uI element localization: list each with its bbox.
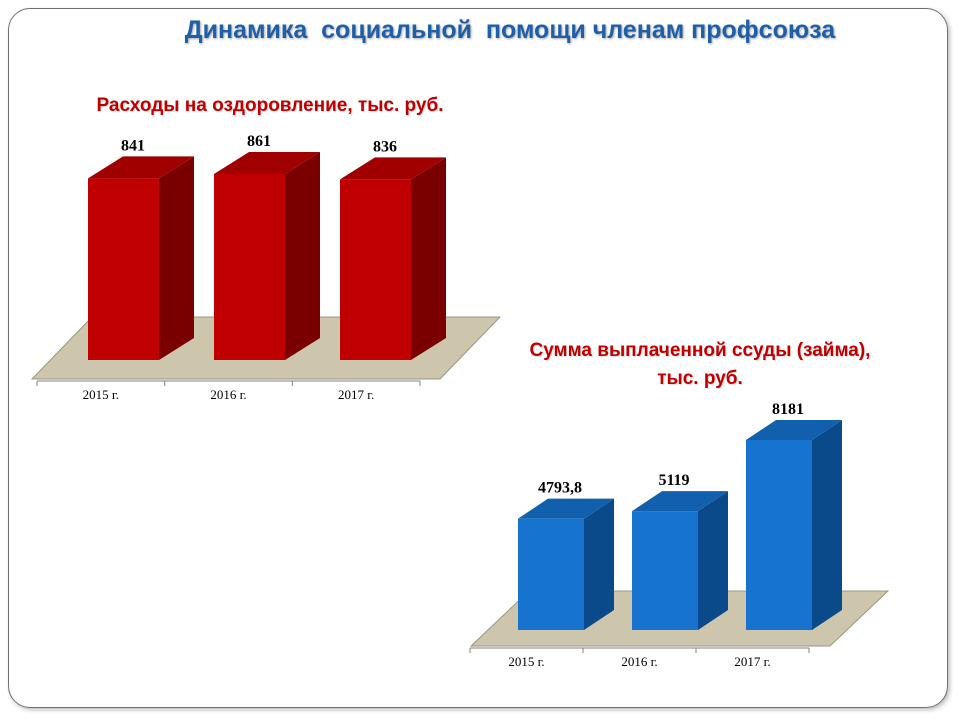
health-category-label: 2015 г. <box>83 387 119 402</box>
health-bar-side <box>285 152 320 360</box>
loan-value-label: 4793,8 <box>538 480 582 497</box>
loan-bar-top <box>518 498 614 519</box>
loan-category-label: 2017 г. <box>734 654 770 669</box>
health-bar <box>340 179 411 360</box>
loan-bar <box>746 440 812 630</box>
health-category-label: 2016 г. <box>210 387 246 402</box>
slide-title: Динамика социальной помощи членам профсо… <box>184 16 836 44</box>
chart-title-loan-line-1: Сумма выплаченной ссуды (займа), <box>529 340 871 361</box>
health-bar <box>88 178 159 360</box>
health-bar <box>214 174 285 360</box>
health-bar-side <box>159 156 194 360</box>
loan-bar-side <box>584 498 614 630</box>
health-value-label: 836 <box>373 138 397 155</box>
health-bar-top <box>88 156 194 179</box>
slide-frame <box>8 8 948 708</box>
loan-bar-side <box>698 491 728 630</box>
health-bar-top <box>214 152 320 174</box>
loan-bar <box>518 518 584 630</box>
health-bar-top <box>340 157 446 180</box>
loan-category-label: 2016 г. <box>621 654 657 669</box>
loan-bar <box>632 511 698 630</box>
loan-bar-top <box>746 420 842 440</box>
health-bar-side <box>411 157 446 360</box>
chart-title-health: Расходы на оздоровление, тыс. руб. <box>96 95 444 116</box>
health-value-label: 841 <box>121 137 145 154</box>
loan-bar-side <box>812 420 842 630</box>
loan-value-label: 8181 <box>772 401 804 418</box>
loan-bar-top <box>632 491 728 512</box>
health-value-label: 861 <box>247 133 271 150</box>
health-category-label: 2017 г. <box>338 387 374 402</box>
loan-value-label: 5119 <box>658 472 689 489</box>
chart-title-loan: Сумма выплаченной ссуды (займа), тыс. ру… <box>480 337 920 393</box>
chart-title-loan-line-2: тыс. руб. <box>657 368 743 389</box>
loan-category-label: 2015 г. <box>508 654 544 669</box>
